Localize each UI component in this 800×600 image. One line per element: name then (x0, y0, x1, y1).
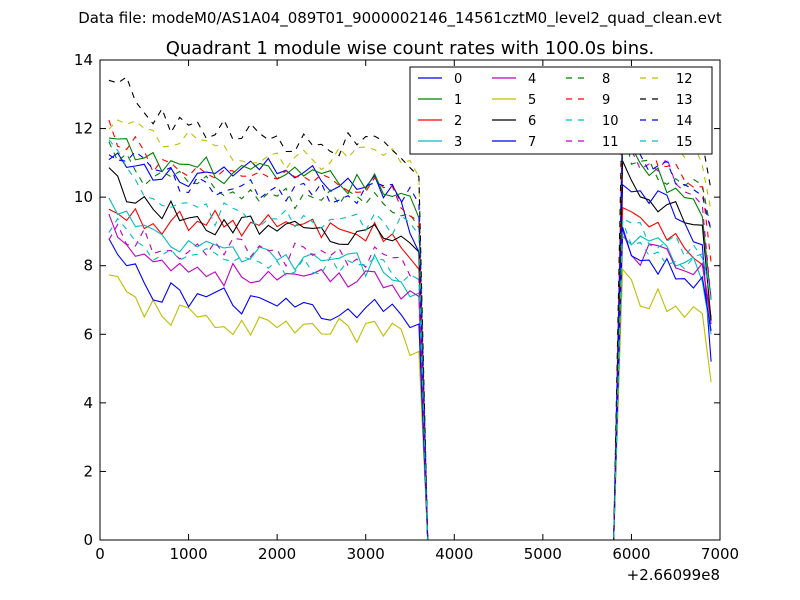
legend-label-1: 1 (454, 93, 462, 108)
legend-label-5: 5 (528, 93, 536, 108)
y-tick-label: 4 (83, 394, 93, 412)
x-tick-label: 5000 (524, 545, 562, 563)
series-line-4 (108, 213, 712, 540)
y-tick-label: 2 (83, 462, 93, 480)
series-line-10 (108, 139, 712, 540)
y-tick-label: 8 (83, 257, 93, 275)
series-line-8 (108, 121, 712, 540)
series-line-11 (108, 127, 712, 540)
legend-label-2: 2 (454, 114, 462, 129)
legend-label-15: 15 (676, 135, 693, 150)
series-layer (108, 76, 712, 540)
legend-label-11: 11 (602, 135, 619, 150)
chart-title: Quadrant 1 module wise count rates with … (166, 38, 655, 59)
y-tick-label: 6 (83, 325, 93, 343)
y-tick-label: 14 (74, 51, 93, 69)
legend-label-7: 7 (528, 135, 536, 150)
x-tick-label: 1000 (169, 545, 207, 563)
y-tick-label: 0 (83, 531, 93, 549)
y-tick-label: 12 (74, 120, 93, 138)
legend-label-6: 6 (528, 114, 536, 129)
x-tick-label: 4000 (435, 545, 473, 563)
series-line-2 (108, 206, 712, 540)
series-line-1 (108, 137, 712, 540)
legend-label-8: 8 (602, 72, 610, 87)
plot-frame (99, 59, 721, 541)
legend-label-14: 14 (676, 114, 693, 129)
series-line-0 (108, 152, 712, 540)
y-tick-label: 10 (74, 188, 93, 206)
legend-label-12: 12 (676, 72, 693, 87)
x-tick-label: 7000 (701, 545, 739, 563)
x-tick-label: 2000 (258, 545, 296, 563)
legend-label-3: 3 (454, 135, 462, 150)
figure-suptitle: Data file: modeM0/AS1A04_089T01_90000021… (78, 9, 722, 28)
legend-frame (409, 66, 713, 155)
x-offset-label: +2.66099e8 (627, 566, 720, 584)
legend-label-13: 13 (676, 93, 693, 108)
series-line-14 (108, 128, 712, 540)
legend-label-10: 10 (602, 114, 619, 129)
x-tick-label: 0 (95, 545, 105, 563)
series-line-3 (108, 197, 712, 540)
series-line-5 (108, 267, 712, 540)
x-tick-label: 6000 (612, 545, 650, 563)
legend-label-4: 4 (528, 72, 536, 87)
x-tick-label: 3000 (347, 545, 385, 563)
series-line-15 (108, 217, 712, 540)
legend-label-9: 9 (602, 93, 610, 108)
series-line-7 (108, 227, 712, 540)
legend-label-0: 0 (454, 72, 462, 87)
series-line-13 (108, 76, 712, 540)
